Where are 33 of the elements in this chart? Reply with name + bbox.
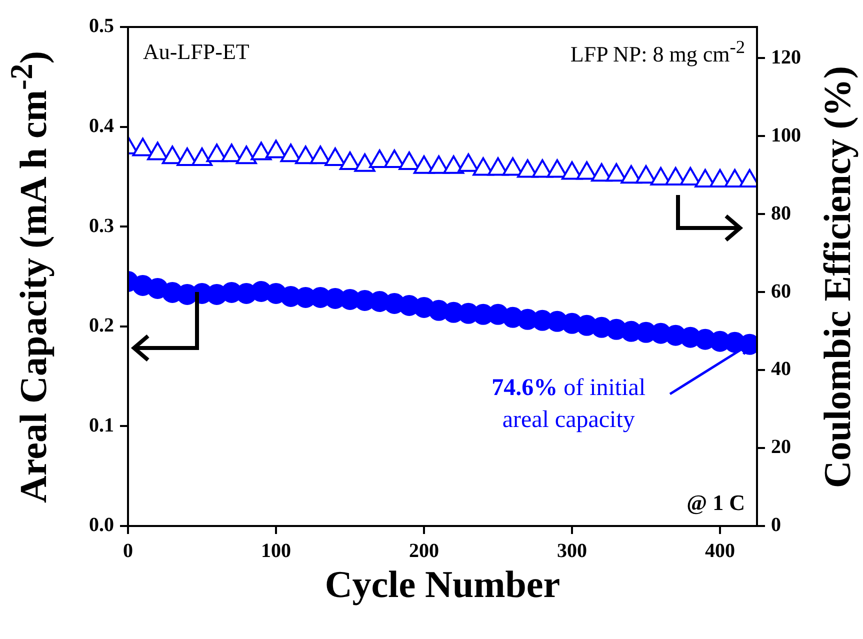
x-tick-label: 100 <box>261 540 291 562</box>
annotation: 74.6% of initial areal capacity <box>490 374 647 436</box>
point <box>354 153 376 172</box>
point <box>398 151 420 170</box>
y-tick-label: 0.1 <box>89 414 114 436</box>
y-tick-label: 0.0 <box>89 514 114 536</box>
y2-tick-label: 40 <box>771 358 791 380</box>
y2-tick-label: 20 <box>771 436 791 458</box>
point <box>443 155 464 174</box>
x-tick-label: 300 <box>557 540 587 562</box>
annotation: Au-LFP-ET <box>143 39 250 65</box>
point <box>458 153 479 172</box>
point <box>132 138 154 156</box>
x-tick-label: 0 <box>123 540 133 562</box>
y2-tick-label: 100 <box>771 124 801 146</box>
y-tick-label: 0.3 <box>89 214 114 237</box>
point <box>324 148 346 166</box>
y2-tick-label: 120 <box>771 46 801 68</box>
y-tick-label: 0.2 <box>89 314 114 337</box>
x-tick-label: 400 <box>705 540 735 562</box>
x-tick-label: 200 <box>409 540 439 562</box>
y2-tick-label: 0 <box>771 514 781 536</box>
point <box>236 146 257 164</box>
y-tick-label: 0.4 <box>89 114 114 137</box>
y2-axis-title: Coulombic Efficiency (%) <box>816 65 860 488</box>
annotation: LFP NP: 8 mg cm$^{-2}$ <box>570 37 745 68</box>
point <box>191 148 213 166</box>
y2-tick-label: 60 <box>771 280 791 302</box>
y2-tick-label: 80 <box>771 202 791 224</box>
point <box>250 142 272 160</box>
y-tick-label: 0.5 <box>89 15 114 38</box>
x-axis-title: Cycle Number <box>324 563 560 607</box>
annotation: @ 1 C <box>686 490 745 516</box>
